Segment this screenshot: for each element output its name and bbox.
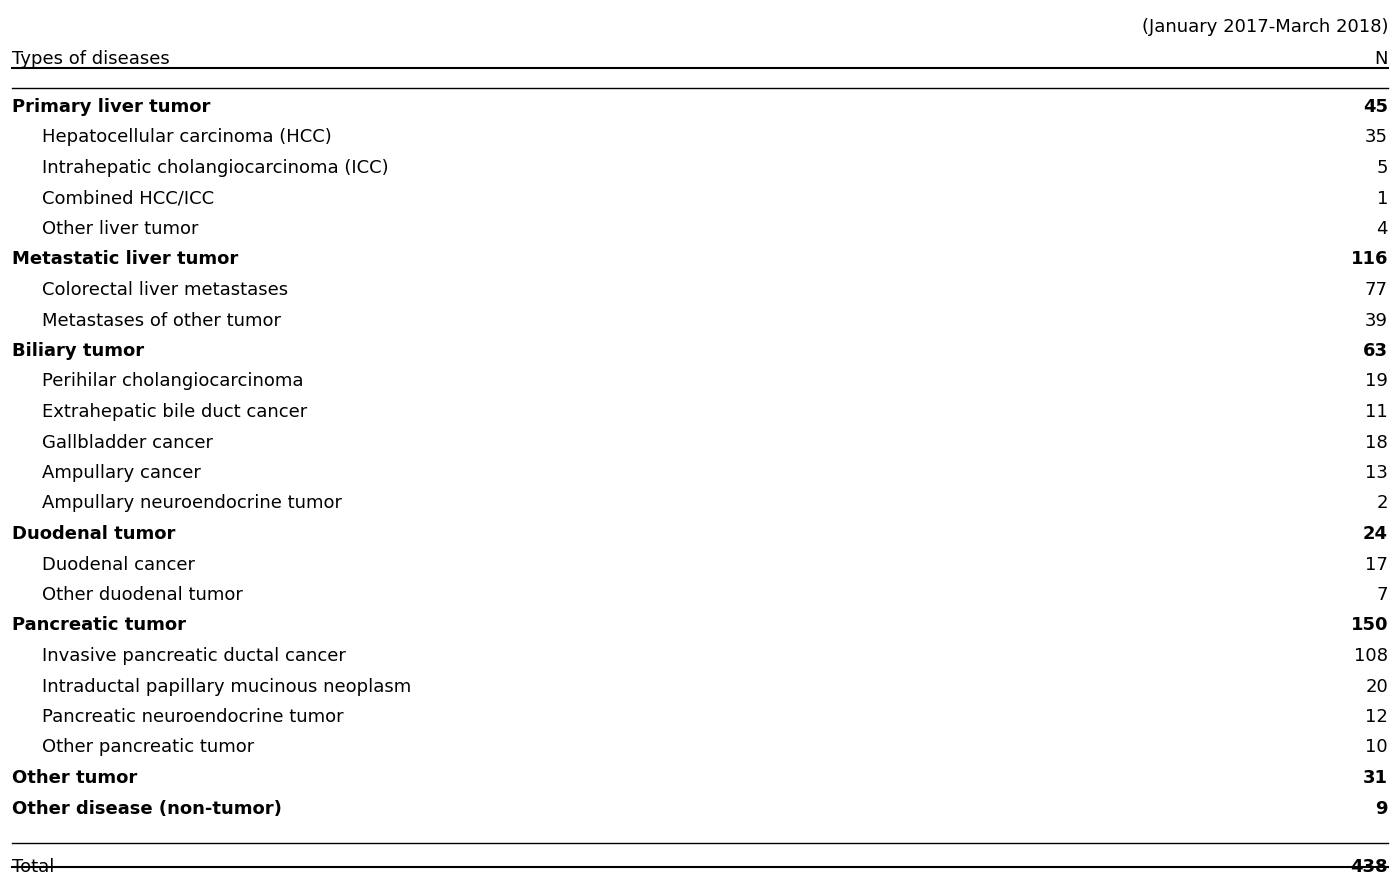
Text: Other tumor: Other tumor [13,769,137,787]
Text: Extrahepatic bile duct cancer: Extrahepatic bile duct cancer [42,403,307,421]
Text: 108: 108 [1354,647,1387,665]
Text: Total: Total [13,858,55,875]
Text: 5: 5 [1376,159,1387,177]
Text: 438: 438 [1351,858,1387,875]
Text: 4: 4 [1376,220,1387,238]
Text: Duodenal cancer: Duodenal cancer [42,556,195,573]
Text: 45: 45 [1364,98,1387,116]
Text: 35: 35 [1365,129,1387,146]
Text: Hepatocellular carcinoma (HCC): Hepatocellular carcinoma (HCC) [42,129,332,146]
Text: Other duodenal tumor: Other duodenal tumor [42,586,242,604]
Text: 9: 9 [1375,800,1387,817]
Text: Types of diseases: Types of diseases [13,50,169,68]
Text: Intraductal papillary mucinous neoplasm: Intraductal papillary mucinous neoplasm [42,677,412,696]
Text: N: N [1375,50,1387,68]
Text: Invasive pancreatic ductal cancer: Invasive pancreatic ductal cancer [42,647,346,665]
Text: Metastatic liver tumor: Metastatic liver tumor [13,250,238,269]
Text: Metastases of other tumor: Metastases of other tumor [42,312,281,330]
Text: Biliary tumor: Biliary tumor [13,342,144,360]
Text: Ampullary neuroendocrine tumor: Ampullary neuroendocrine tumor [42,494,342,513]
Text: 1: 1 [1376,190,1387,207]
Text: (January 2017-March 2018): (January 2017-March 2018) [1141,18,1387,36]
Text: 19: 19 [1365,373,1387,390]
Text: 39: 39 [1365,312,1387,330]
Text: Combined HCC/ICC: Combined HCC/ICC [42,190,214,207]
Text: Other pancreatic tumor: Other pancreatic tumor [42,738,255,757]
Text: 7: 7 [1376,586,1387,604]
Text: 20: 20 [1365,677,1387,696]
Text: 24: 24 [1364,525,1387,543]
Text: 13: 13 [1365,464,1387,482]
Text: Other disease (non-tumor): Other disease (non-tumor) [13,800,281,817]
Text: Duodenal tumor: Duodenal tumor [13,525,175,543]
Text: 63: 63 [1364,342,1387,360]
Text: Pancreatic neuroendocrine tumor: Pancreatic neuroendocrine tumor [42,708,343,726]
Text: 31: 31 [1364,769,1387,787]
Text: 116: 116 [1351,250,1387,269]
Text: 150: 150 [1351,617,1387,634]
Text: Ampullary cancer: Ampullary cancer [42,464,200,482]
Text: 17: 17 [1365,556,1387,573]
Text: 2: 2 [1376,494,1387,513]
Text: Gallbladder cancer: Gallbladder cancer [42,433,213,452]
Text: 10: 10 [1365,738,1387,757]
Text: 11: 11 [1365,403,1387,421]
Text: Pancreatic tumor: Pancreatic tumor [13,617,186,634]
Text: 18: 18 [1365,433,1387,452]
Text: Perihilar cholangiocarcinoma: Perihilar cholangiocarcinoma [42,373,304,390]
Text: 77: 77 [1365,281,1387,299]
Text: Primary liver tumor: Primary liver tumor [13,98,210,116]
Text: 12: 12 [1365,708,1387,726]
Text: Other liver tumor: Other liver tumor [42,220,199,238]
Text: Colorectal liver metastases: Colorectal liver metastases [42,281,288,299]
Text: Intrahepatic cholangiocarcinoma (ICC): Intrahepatic cholangiocarcinoma (ICC) [42,159,389,177]
